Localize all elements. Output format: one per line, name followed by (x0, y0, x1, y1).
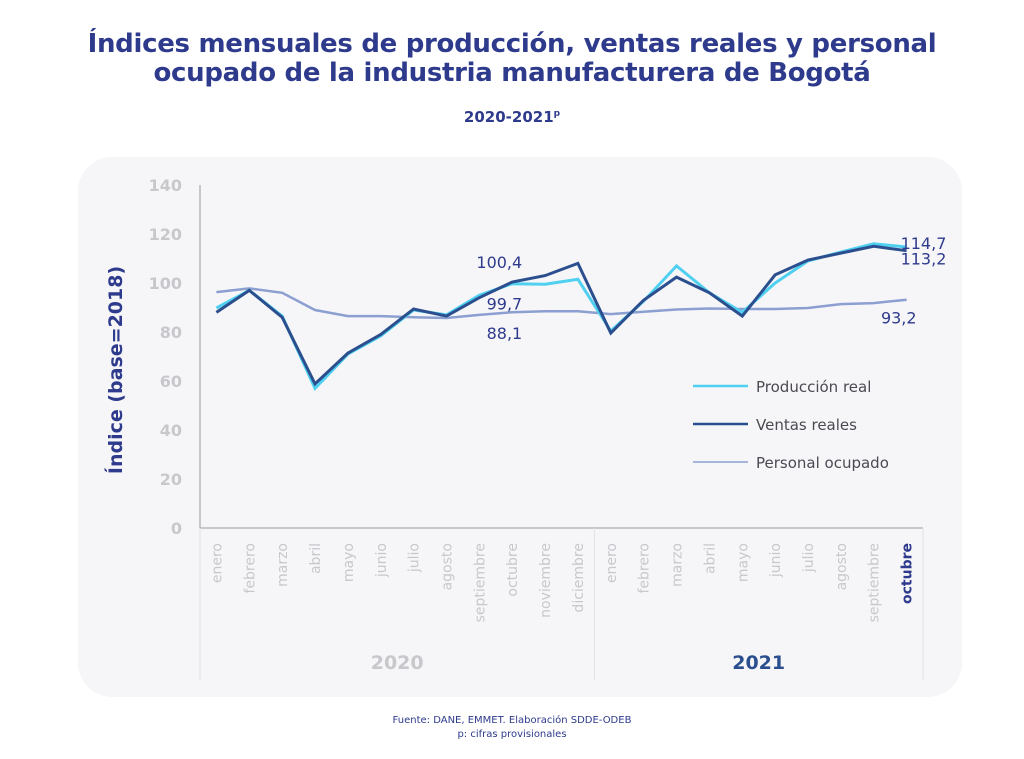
x-tick-labels: enero febrero marzo abril mayo junio julio agos… (209, 543, 915, 622)
y-tick-labels: 0 20 40 60 80 100 120 140 (149, 176, 182, 538)
x-tick-label: mayo (341, 543, 357, 582)
series-line-ventas (215, 244, 907, 387)
x-tick-label: enero (209, 543, 225, 583)
data-label: 114,7 (901, 234, 947, 253)
subtitle-superscript: p (553, 109, 561, 119)
y-tick-label: 0 (171, 519, 182, 538)
axes (199, 185, 924, 680)
data-label: 88,1 (487, 324, 523, 343)
x-tick-label: octubre (505, 543, 521, 597)
chart-card (78, 157, 962, 697)
data-label: 93,2 (881, 309, 917, 328)
x-tick-label: junio (374, 543, 390, 578)
chart-subtitle: 2020-2021p (0, 108, 1024, 126)
x-tick-label: julio (801, 543, 817, 573)
footer: Fuente: DANE, EMMET. Elaboración SDDE-OD… (0, 714, 1024, 742)
y-axis-label: Índice (base=2018) (104, 266, 127, 474)
series-lines (215, 242, 907, 392)
y-tick-label: 100 (149, 274, 182, 293)
x-tick-label: febrero (637, 543, 653, 594)
x-tick-label: agosto (439, 543, 455, 590)
series-line-personal (216, 287, 907, 320)
x-tick-label: enero (604, 543, 620, 583)
x-tick-label: septiembre (867, 543, 883, 622)
x-tick-label: agosto (834, 543, 850, 590)
data-label: 113,2 (901, 250, 947, 269)
y-tick-label: 140 (149, 176, 182, 195)
chart-title-line-2: ocupado de la industria manufacturera de… (153, 58, 871, 88)
legend: Producción real Ventas reales Personal ocu… (693, 378, 889, 472)
x-tick-label: julio (407, 543, 423, 573)
x-tick-label: mayo (735, 543, 751, 582)
subtitle-text: 2020-2021 (463, 108, 554, 126)
legend-label: Ventas reales (756, 416, 857, 434)
legend-label: Producción real (756, 378, 871, 396)
series-line-produccion (215, 242, 907, 392)
x-tick-label: diciembre (571, 543, 587, 613)
legend-label: Personal ocupado (756, 454, 889, 472)
x-tick-label: junio (768, 543, 784, 578)
y-tick-label: 20 (160, 470, 182, 489)
x-tick-label: febrero (242, 543, 258, 594)
provisional-note: p: cifras provisionales (457, 729, 567, 740)
data-label: 100,4 (476, 253, 522, 272)
y-tick-label: 80 (160, 323, 182, 342)
x-tick-label: marzo (275, 543, 291, 587)
y-tick-label: 120 (149, 225, 182, 244)
y-tick-label: 40 (160, 421, 182, 440)
x-tick-label: noviembre (538, 543, 554, 618)
source-note: Fuente: DANE, EMMET. Elaboración SDDE-OD… (392, 715, 632, 726)
chart-title: Índices mensuales de producción, ventas … (0, 30, 1024, 88)
data-label: 99,7 (487, 295, 523, 314)
chart-title-line-1: Índices mensuales de producción, ventas … (87, 29, 937, 59)
x-tick-label: octubre (900, 543, 916, 604)
x-tick-label: septiembre (472, 543, 488, 622)
x-tick-label: abril (702, 543, 718, 574)
year-group-label: 2020 (371, 652, 424, 674)
x-tick-label: abril (308, 543, 324, 574)
x-tick-label: marzo (670, 543, 686, 587)
year-group-labels: 2020 2021 (371, 652, 785, 674)
y-tick-label: 60 (160, 372, 182, 391)
year-group-label: 2021 (732, 652, 785, 674)
